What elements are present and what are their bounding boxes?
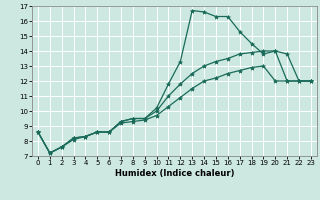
X-axis label: Humidex (Indice chaleur): Humidex (Indice chaleur) bbox=[115, 169, 234, 178]
